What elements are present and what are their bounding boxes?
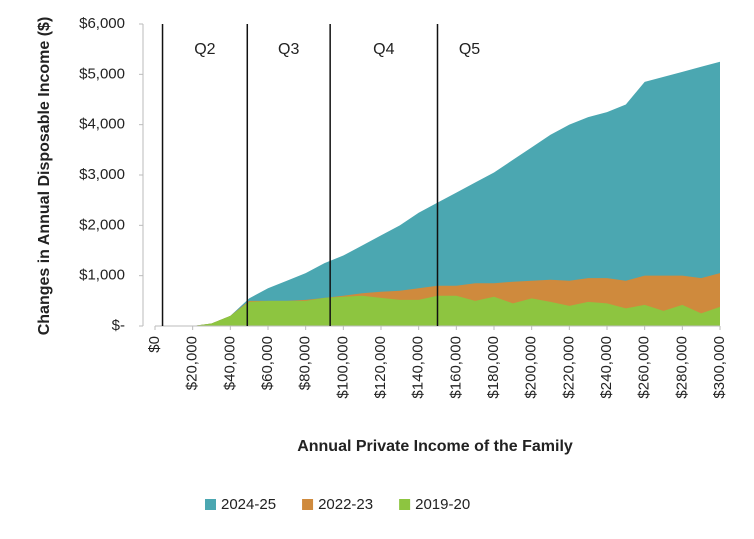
- x-tick-label: $40,000: [221, 336, 238, 390]
- x-tick-label: $200,000: [523, 336, 540, 399]
- x-tick-label: $260,000: [636, 336, 653, 399]
- x-tick-label: $100,000: [334, 336, 351, 399]
- legend-label: 2019-20: [415, 496, 470, 513]
- x-tick-label: $280,000: [673, 336, 690, 399]
- quintile-label: Q4: [373, 41, 394, 58]
- legend-swatch: [302, 499, 314, 510]
- y-tick-label: $2,000: [79, 216, 125, 233]
- legend-label: 2024-25: [221, 496, 276, 513]
- x-tick-label: $120,000: [372, 336, 389, 399]
- y-tick-label: $-: [112, 317, 125, 334]
- x-tick-label: $180,000: [485, 336, 502, 399]
- x-axis-title: Annual Private Income of the Family: [297, 438, 573, 455]
- y-tick-label: $3,000: [79, 166, 125, 183]
- x-tick-label: $140,000: [410, 336, 427, 399]
- y-tick-label: $1,000: [79, 267, 125, 284]
- x-tick-label: $240,000: [598, 336, 615, 399]
- y-axis-title: Changes in Annual Disposable Income ($): [36, 17, 53, 336]
- area: [155, 61, 720, 326]
- legend-label: 2022-23: [318, 496, 373, 513]
- x-tick-label: $60,000: [259, 336, 276, 390]
- x-tick-label: $300,000: [711, 336, 728, 399]
- quintile-label: Q2: [194, 41, 215, 58]
- x-tick-label: $20,000: [184, 336, 201, 390]
- y-tick-label: $6,000: [79, 15, 125, 32]
- y-tick-label: $5,000: [79, 65, 125, 82]
- y-tick-label: $4,000: [79, 116, 125, 133]
- legend-swatch: [399, 499, 411, 510]
- quintile-label: Q3: [278, 41, 299, 58]
- x-tick-label: $220,000: [560, 336, 577, 399]
- legend-swatch: [205, 499, 216, 510]
- x-tick-label: $160,000: [447, 336, 464, 399]
- x-tick-label: $0: [146, 336, 163, 353]
- x-tick-label: $80,000: [297, 336, 314, 390]
- quintile-label: Q5: [459, 41, 480, 58]
